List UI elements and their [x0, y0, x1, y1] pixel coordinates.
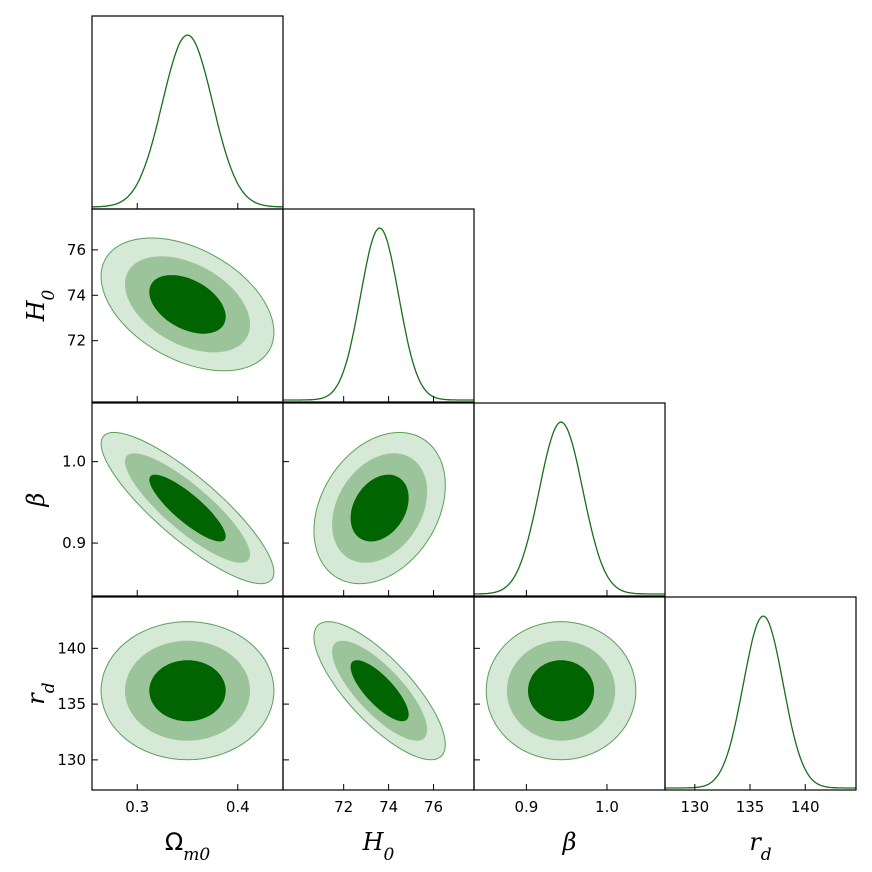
- contour-1sigma-om-rd: [149, 660, 226, 722]
- contours-om-beta: [100, 431, 275, 585]
- x-axis-label-om: Ωm0: [165, 828, 210, 865]
- contours-beta-rd: [485, 621, 637, 761]
- y-axis-label-beta: β: [22, 493, 50, 508]
- contour-1sigma-om-beta: [149, 474, 226, 542]
- x-tick-label-rd: 130: [680, 798, 709, 816]
- x-axis-label-rd: rd: [749, 828, 771, 865]
- posterior-curve-rd: [665, 615, 856, 789]
- posterior-curve-om: [91, 34, 284, 208]
- x-tick-label-beta: 0.9: [514, 798, 538, 816]
- contours-h0-rd: [313, 621, 446, 761]
- posterior-curve-beta: [474, 421, 665, 595]
- contour-1sigma-om-h0: [149, 275, 226, 334]
- contour-1sigma-beta-rd: [528, 660, 595, 722]
- x-tick-label-rd: 135: [736, 798, 765, 816]
- x-tick-label-h0: 76: [424, 798, 443, 816]
- y-tick-label-h0: 74: [67, 286, 86, 304]
- y-tick-label-beta: 0.9: [62, 534, 86, 552]
- y-tick-label-rd: 140: [57, 639, 86, 657]
- y-tick-label-h0: 76: [67, 241, 86, 259]
- contour-1sigma-h0-beta: [350, 474, 409, 542]
- panel-frame-om-om: [91, 15, 284, 210]
- y-tick-label-rd: 135: [57, 695, 86, 713]
- posterior-curve-h0: [283, 227, 474, 401]
- x-axis-label-beta: β: [562, 828, 577, 856]
- x-tick-label-beta: 1.0: [595, 798, 619, 816]
- x-tick-label-rd: 140: [791, 798, 820, 816]
- y-tick-label-h0: 72: [67, 332, 86, 350]
- x-tick-label-om: 0.4: [226, 798, 250, 816]
- contours-om-rd: [100, 621, 275, 761]
- x-tick-label-om: 0.3: [125, 798, 149, 816]
- contour-1sigma-h0-rd: [350, 660, 409, 722]
- x-axis-label-h0: H0: [362, 828, 395, 865]
- y-tick-label-rd: 130: [57, 751, 86, 769]
- contours-om-h0: [100, 237, 275, 372]
- panel-frame-h0-h0: [282, 208, 475, 403]
- x-tick-label-h0: 74: [379, 798, 398, 816]
- x-tick-label-h0: 72: [334, 798, 353, 816]
- y-axis-label-h0: H0: [22, 289, 59, 322]
- y-tick-label-beta: 1.0: [62, 453, 86, 471]
- contours-h0-beta: [313, 431, 446, 585]
- panel-frame-rd-rd: [664, 596, 857, 791]
- panel-frame-beta-beta: [473, 402, 666, 597]
- y-axis-label-rd: rd: [22, 682, 59, 704]
